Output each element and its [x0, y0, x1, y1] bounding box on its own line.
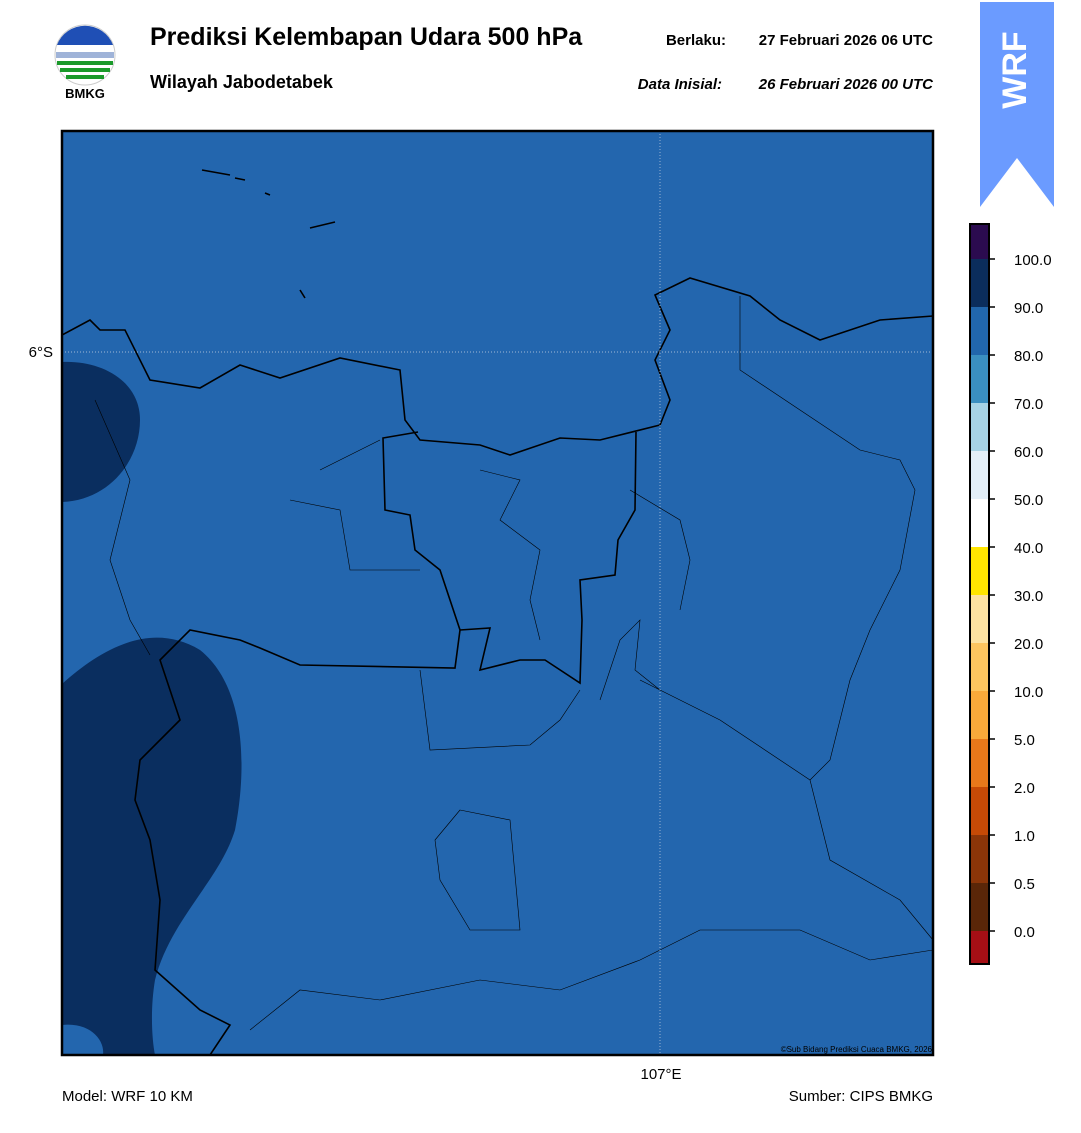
colorbar-label: 1.0	[1014, 828, 1035, 845]
colorbar-label: 20.0	[1014, 636, 1043, 653]
lat-label: 6°S	[29, 344, 53, 361]
colorbar-label: 80.0	[1014, 348, 1043, 365]
colorbar-label: 5.0	[1014, 732, 1035, 749]
logo-text: BMKG	[65, 86, 105, 101]
subtitle: Wilayah Jabodetabek	[150, 72, 334, 92]
colorbar-segment	[970, 224, 989, 259]
colorbar-segment	[970, 643, 989, 691]
map-frame	[60, 129, 935, 1057]
init-time: 26 Februari 2026 00 UTC	[758, 76, 934, 93]
colorbar-segment	[970, 835, 989, 883]
colorbar-segment	[970, 547, 989, 595]
colorbar-label: 0.0	[1014, 924, 1035, 941]
colorbar-label: 10.0	[1014, 684, 1043, 701]
colorbar-label: 2.0	[1014, 780, 1035, 797]
logo: BMKG	[54, 24, 116, 101]
source: Sumber: CIPS BMKG	[789, 1088, 933, 1105]
colorbar-label: 50.0	[1014, 492, 1043, 509]
colorbar-segment	[970, 499, 989, 547]
colorbar-label: 70.0	[1014, 396, 1043, 413]
colorbar-label: 60.0	[1014, 444, 1043, 461]
map	[62, 131, 933, 1055]
colorbar-segment	[970, 931, 989, 964]
valid-time: 27 Februari 2026 06 UTC	[759, 32, 933, 49]
badge	[980, 2, 1054, 207]
valid-label: Berlaku:	[666, 32, 726, 49]
colorbar-frame	[969, 223, 990, 965]
model: Model: WRF 10 KM	[62, 1088, 193, 1105]
colorbar-label: 0.5	[1014, 876, 1035, 893]
colorbar: 100.0 90.0 80.0 70.0 60.0 50.0 40.0 30.0 20.0 10.…	[969, 223, 1052, 965]
colorbar-label: 30.0	[1014, 588, 1043, 605]
colorbar-segment	[970, 595, 989, 643]
badge-text: WRF	[996, 31, 1034, 108]
colorbar-label: 90.0	[1014, 300, 1043, 317]
colorbar-segment	[970, 451, 989, 499]
title: Prediksi Kelembapan Udara 500 hPa	[150, 23, 583, 51]
colorbar-label: 40.0	[1014, 540, 1043, 557]
colorbar-segment	[970, 355, 989, 403]
lon-label: 107°E	[640, 1066, 681, 1083]
colorbar-segment	[970, 259, 989, 307]
init-label: Data Inisial:	[638, 76, 722, 93]
colorbar-segment	[970, 691, 989, 739]
colorbar-segment	[970, 403, 989, 451]
colorbar-segment	[970, 739, 989, 787]
colorbar-label: 100.0	[1014, 252, 1052, 269]
colorbar-segment	[970, 883, 989, 931]
colorbar-segment	[970, 787, 989, 835]
credit: ©Sub Bidang Prediksi Cuaca BMKG, 2026	[781, 1045, 933, 1054]
colorbar-segment	[970, 307, 989, 355]
